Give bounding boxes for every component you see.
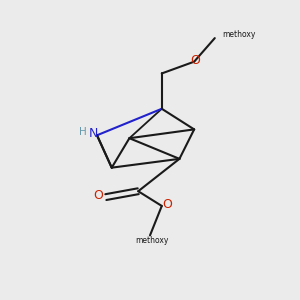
Text: O: O xyxy=(162,198,172,211)
Text: methoxy: methoxy xyxy=(135,236,168,245)
Text: methoxy: methoxy xyxy=(222,30,256,39)
Text: O: O xyxy=(94,189,103,202)
Text: H: H xyxy=(79,127,87,137)
Text: N: N xyxy=(88,127,98,140)
Text: O: O xyxy=(191,54,201,67)
